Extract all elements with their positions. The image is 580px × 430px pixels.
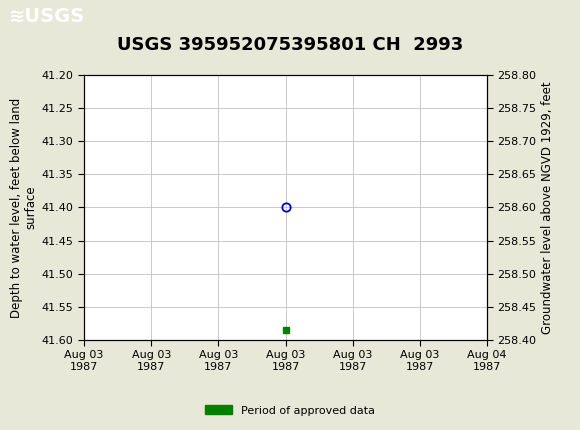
Text: ≋USGS: ≋USGS [9,6,85,26]
Text: USGS 395952075395801 CH  2993: USGS 395952075395801 CH 2993 [117,36,463,54]
Legend: Period of approved data: Period of approved data [200,401,380,420]
Y-axis label: Depth to water level, feet below land
surface: Depth to water level, feet below land su… [10,97,38,318]
Y-axis label: Groundwater level above NGVD 1929, feet: Groundwater level above NGVD 1929, feet [541,81,554,334]
